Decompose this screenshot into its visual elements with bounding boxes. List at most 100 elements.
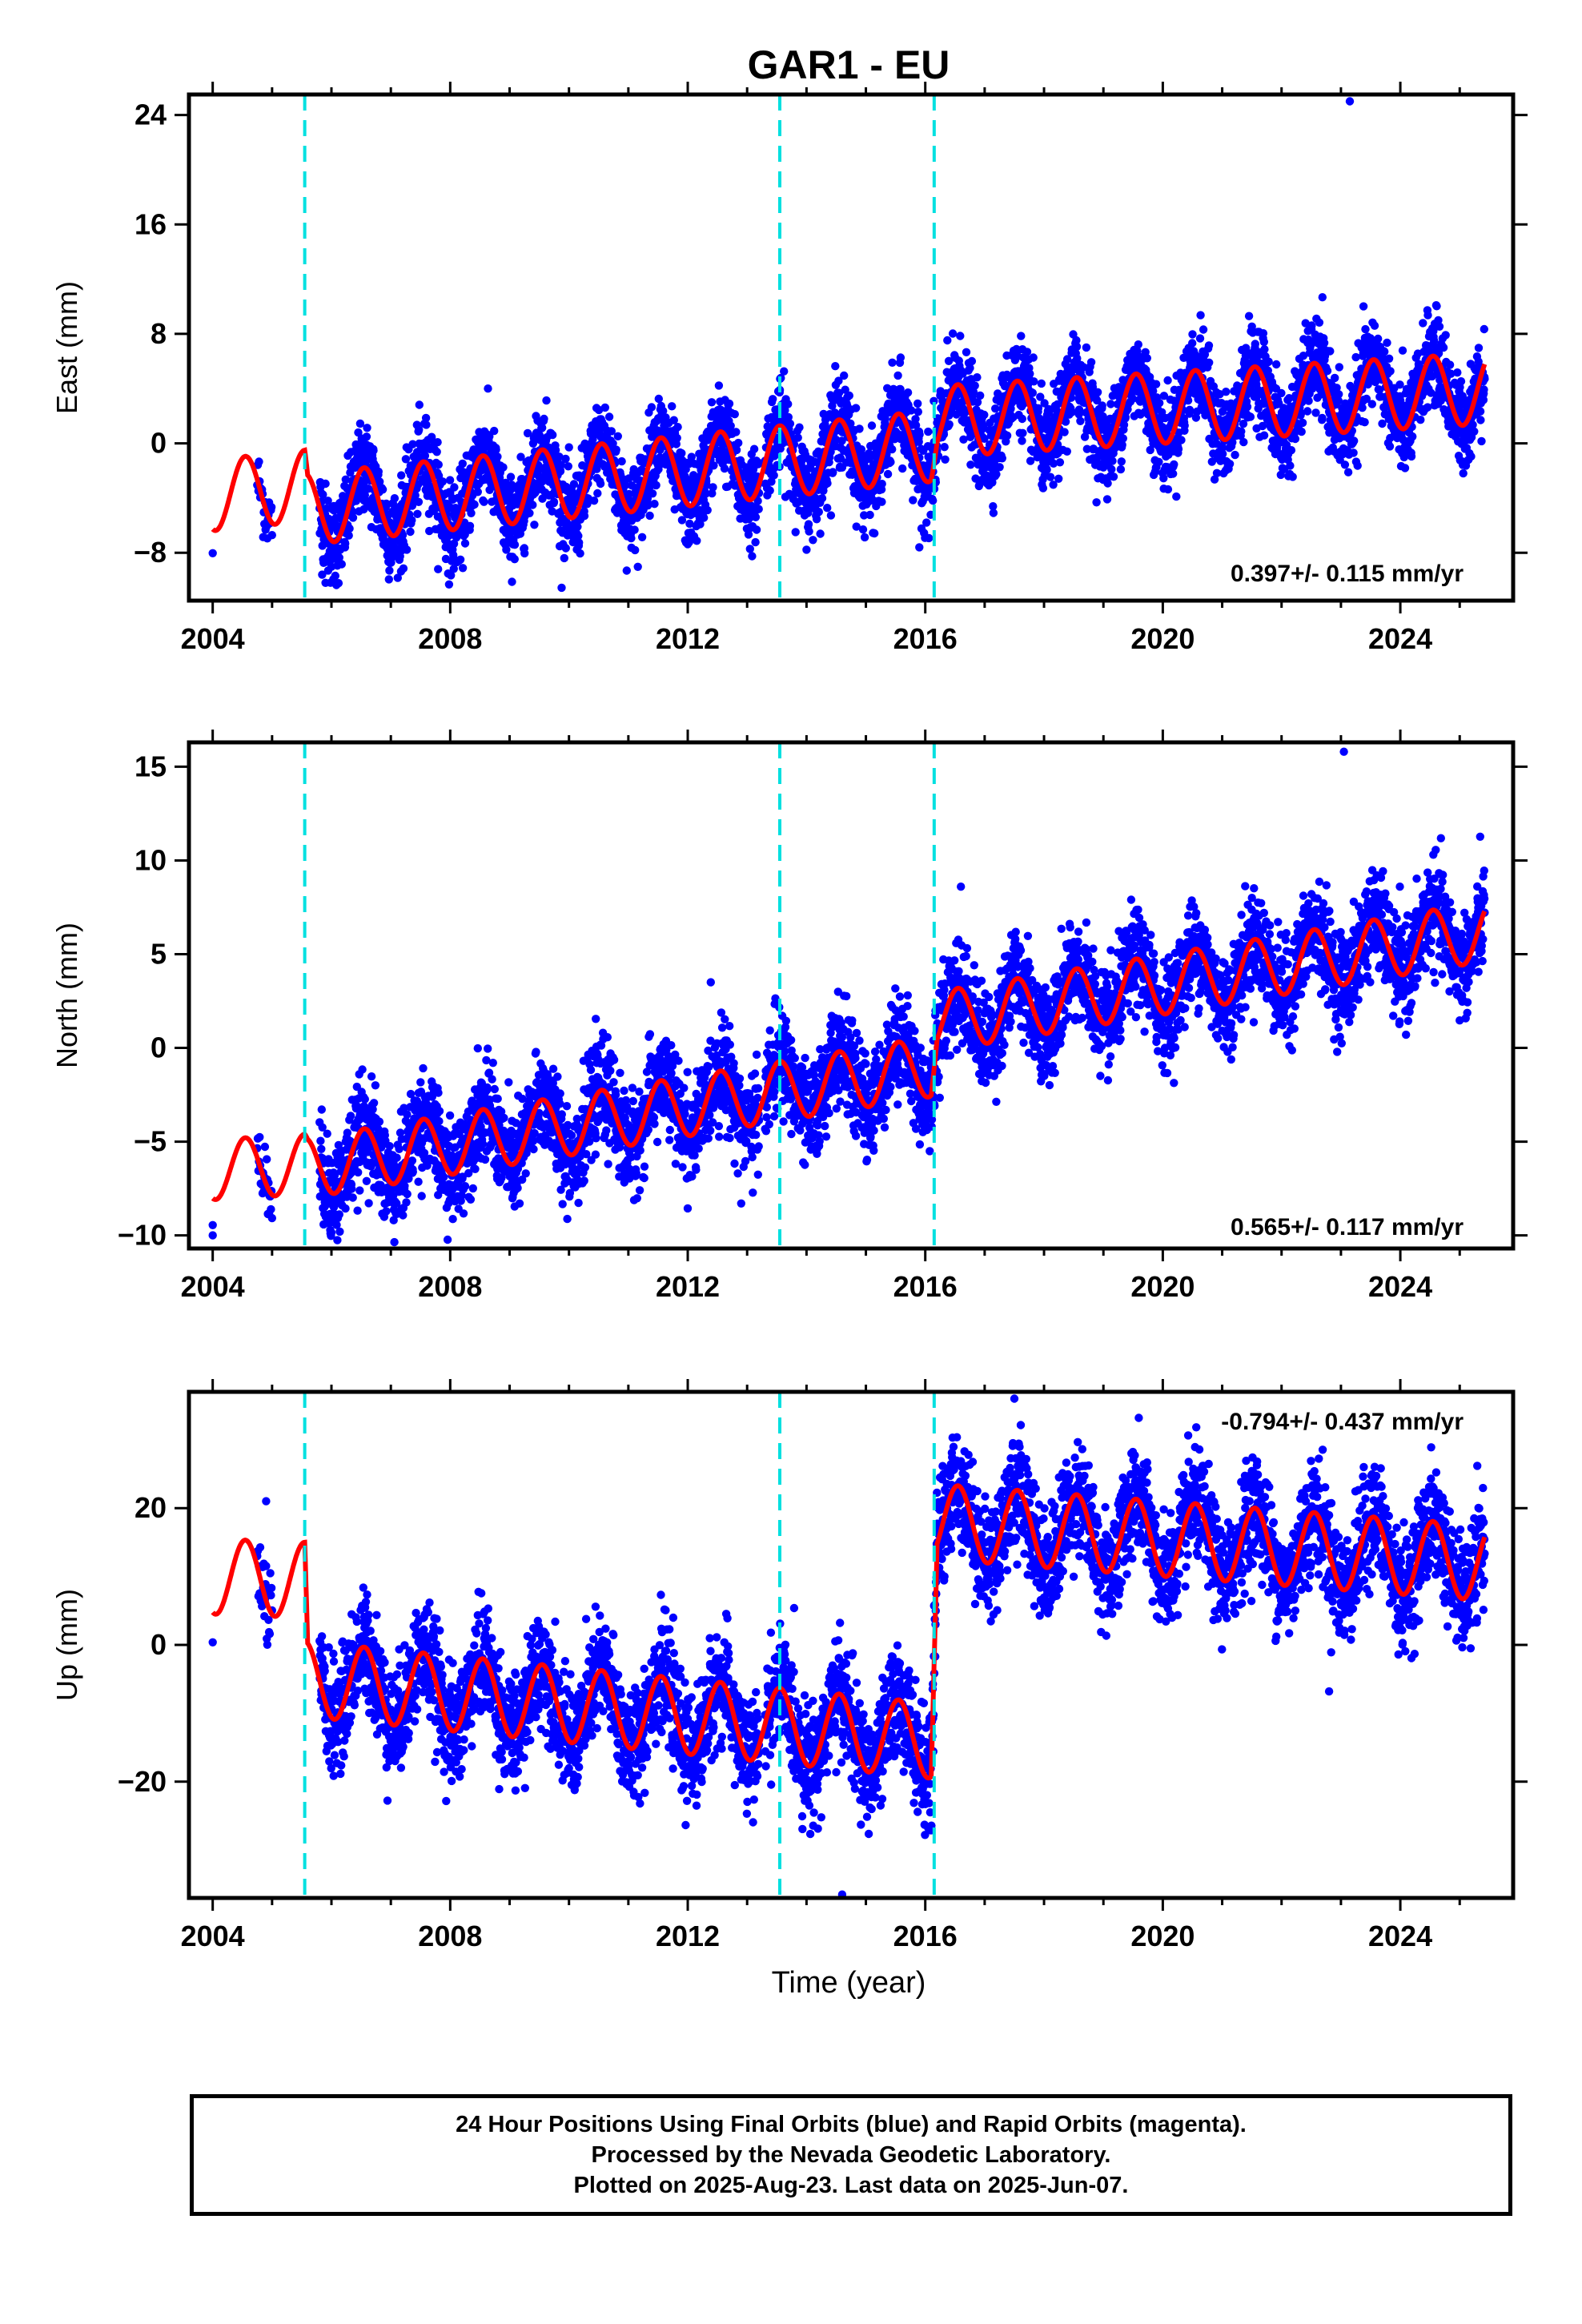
data-point — [754, 458, 763, 467]
data-point — [696, 520, 705, 529]
data-point — [1222, 388, 1231, 396]
data-point — [1260, 345, 1269, 354]
data-point — [988, 478, 997, 487]
data-point — [374, 467, 383, 476]
y-tick-label: 16 — [135, 207, 167, 240]
data-point — [1259, 337, 1269, 347]
data-point — [1470, 427, 1479, 436]
data-point — [767, 477, 776, 486]
data-point — [1237, 427, 1246, 436]
data-point — [319, 490, 327, 499]
data-point — [1018, 414, 1027, 424]
data-point — [348, 513, 358, 522]
data-point — [962, 348, 971, 356]
data-point — [1291, 434, 1300, 444]
data-point — [1335, 390, 1343, 399]
data-point — [858, 525, 868, 534]
data-point — [877, 480, 886, 489]
x-tick-label: 2020 — [1130, 622, 1195, 655]
data-point — [569, 480, 579, 489]
data-point — [458, 564, 468, 573]
data-point — [745, 545, 754, 553]
data-point — [677, 448, 686, 458]
data-point — [1188, 330, 1197, 339]
data-point — [913, 408, 923, 416]
data-point — [473, 488, 482, 497]
data-point — [751, 537, 760, 547]
data-point — [1054, 474, 1063, 483]
data-point — [520, 549, 529, 558]
data-point — [438, 477, 448, 486]
x-tick-label: 2012 — [656, 622, 720, 655]
data-point — [677, 516, 687, 525]
data-point — [1395, 380, 1404, 389]
data-point — [907, 406, 916, 415]
east-rate-label: 0.397+/- 0.115 mm/yr — [1231, 561, 1464, 587]
data-point — [834, 376, 843, 385]
data-point — [398, 531, 408, 540]
data-point — [846, 419, 855, 428]
data-point — [432, 448, 441, 456]
data-point — [1082, 343, 1091, 352]
data-point — [502, 545, 511, 554]
data-point — [1286, 461, 1295, 470]
data-point — [924, 427, 933, 436]
data-point — [1304, 396, 1313, 405]
data-point — [707, 398, 717, 407]
data-point — [1046, 472, 1055, 481]
data-point — [980, 410, 989, 420]
data-point — [360, 491, 369, 500]
data-point — [321, 578, 330, 587]
data-point — [335, 553, 343, 562]
data-point — [748, 552, 757, 561]
data-point — [840, 371, 849, 380]
data-point — [1108, 456, 1117, 465]
data-point — [1343, 468, 1353, 476]
data-point — [364, 485, 373, 493]
data-point — [1205, 358, 1214, 367]
data-point — [1259, 431, 1269, 440]
data-point — [433, 438, 442, 447]
data-point — [911, 420, 921, 430]
east-data-points — [208, 97, 1489, 593]
data-point — [973, 398, 982, 407]
x-tick-label: 2008 — [418, 622, 482, 655]
data-point — [877, 497, 886, 506]
data-point — [860, 511, 869, 520]
data-point — [1476, 416, 1485, 424]
data-point — [1477, 436, 1486, 446]
data-point — [1199, 325, 1208, 334]
data-point — [793, 433, 802, 442]
data-point — [1037, 379, 1046, 388]
data-point — [384, 575, 393, 584]
data-point — [1345, 97, 1355, 106]
data-point — [593, 489, 602, 498]
data-point — [434, 565, 443, 573]
data-point — [834, 388, 844, 397]
data-point — [528, 501, 537, 509]
data-point — [1386, 367, 1395, 376]
data-point — [1467, 452, 1476, 461]
data-point — [450, 483, 459, 492]
data-point — [470, 500, 479, 509]
data-point — [1159, 474, 1168, 483]
data-point — [970, 381, 979, 390]
data-point — [911, 415, 920, 424]
data-point — [1326, 347, 1335, 356]
data-point — [1423, 311, 1432, 320]
data-point — [323, 497, 332, 505]
data-point — [1340, 460, 1350, 469]
data-point — [580, 512, 589, 521]
data-point — [967, 356, 977, 366]
data-point — [1062, 447, 1072, 456]
data-point — [948, 329, 958, 338]
data-point — [888, 444, 897, 454]
data-point — [1476, 407, 1485, 416]
data-point — [1315, 318, 1324, 327]
data-point — [1480, 324, 1489, 334]
data-point — [1353, 461, 1362, 470]
data-point — [633, 562, 642, 571]
data-point — [791, 528, 800, 537]
data-point — [841, 385, 849, 394]
